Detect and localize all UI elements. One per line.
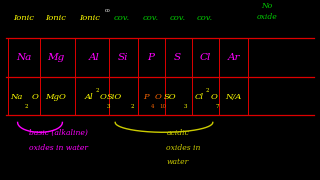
Text: 2: 2 [206,87,209,93]
Text: Cl: Cl [199,53,211,62]
Text: MgO: MgO [45,93,67,101]
Text: Ar: Ar [227,53,240,62]
Text: Si: Si [118,53,128,62]
Text: P: P [147,53,154,62]
Text: cov.: cov. [114,14,130,22]
Text: oxide: oxide [257,13,277,21]
Text: cov.: cov. [197,14,213,22]
Text: Ionic: Ionic [13,14,35,22]
Text: oxides in: oxides in [166,144,201,152]
Text: O: O [155,93,161,101]
Text: 3: 3 [183,104,187,109]
Text: Ionic: Ionic [45,14,67,22]
Text: Al: Al [84,93,93,101]
Text: O: O [32,93,39,101]
Text: 2: 2 [95,87,99,93]
Text: 4: 4 [151,104,154,109]
Text: Cl: Cl [194,93,203,101]
Text: acidic: acidic [166,129,189,137]
Text: 7: 7 [216,104,220,109]
Text: Na: Na [10,93,22,101]
Text: co: co [104,8,110,13]
Text: 2: 2 [25,104,28,109]
Text: O: O [211,93,217,101]
Text: oxides in water: oxides in water [29,144,88,152]
Text: Na: Na [16,53,32,62]
Text: O: O [100,93,107,101]
Text: S: S [174,53,181,62]
Text: 10: 10 [159,104,166,109]
Text: N/A: N/A [226,93,242,101]
Text: 3: 3 [107,104,110,109]
Text: water: water [166,158,189,166]
Text: Al: Al [89,53,100,62]
Text: No: No [261,2,273,10]
Text: cov.: cov. [170,14,186,22]
Text: SiO: SiO [106,93,122,101]
Text: basic (alkaline): basic (alkaline) [29,129,88,137]
Text: 2: 2 [130,104,134,109]
Text: P: P [143,93,149,101]
Text: Mg: Mg [47,53,65,62]
Text: cov.: cov. [142,14,158,22]
Text: SO: SO [164,93,176,101]
Text: Ionic: Ionic [79,14,100,22]
